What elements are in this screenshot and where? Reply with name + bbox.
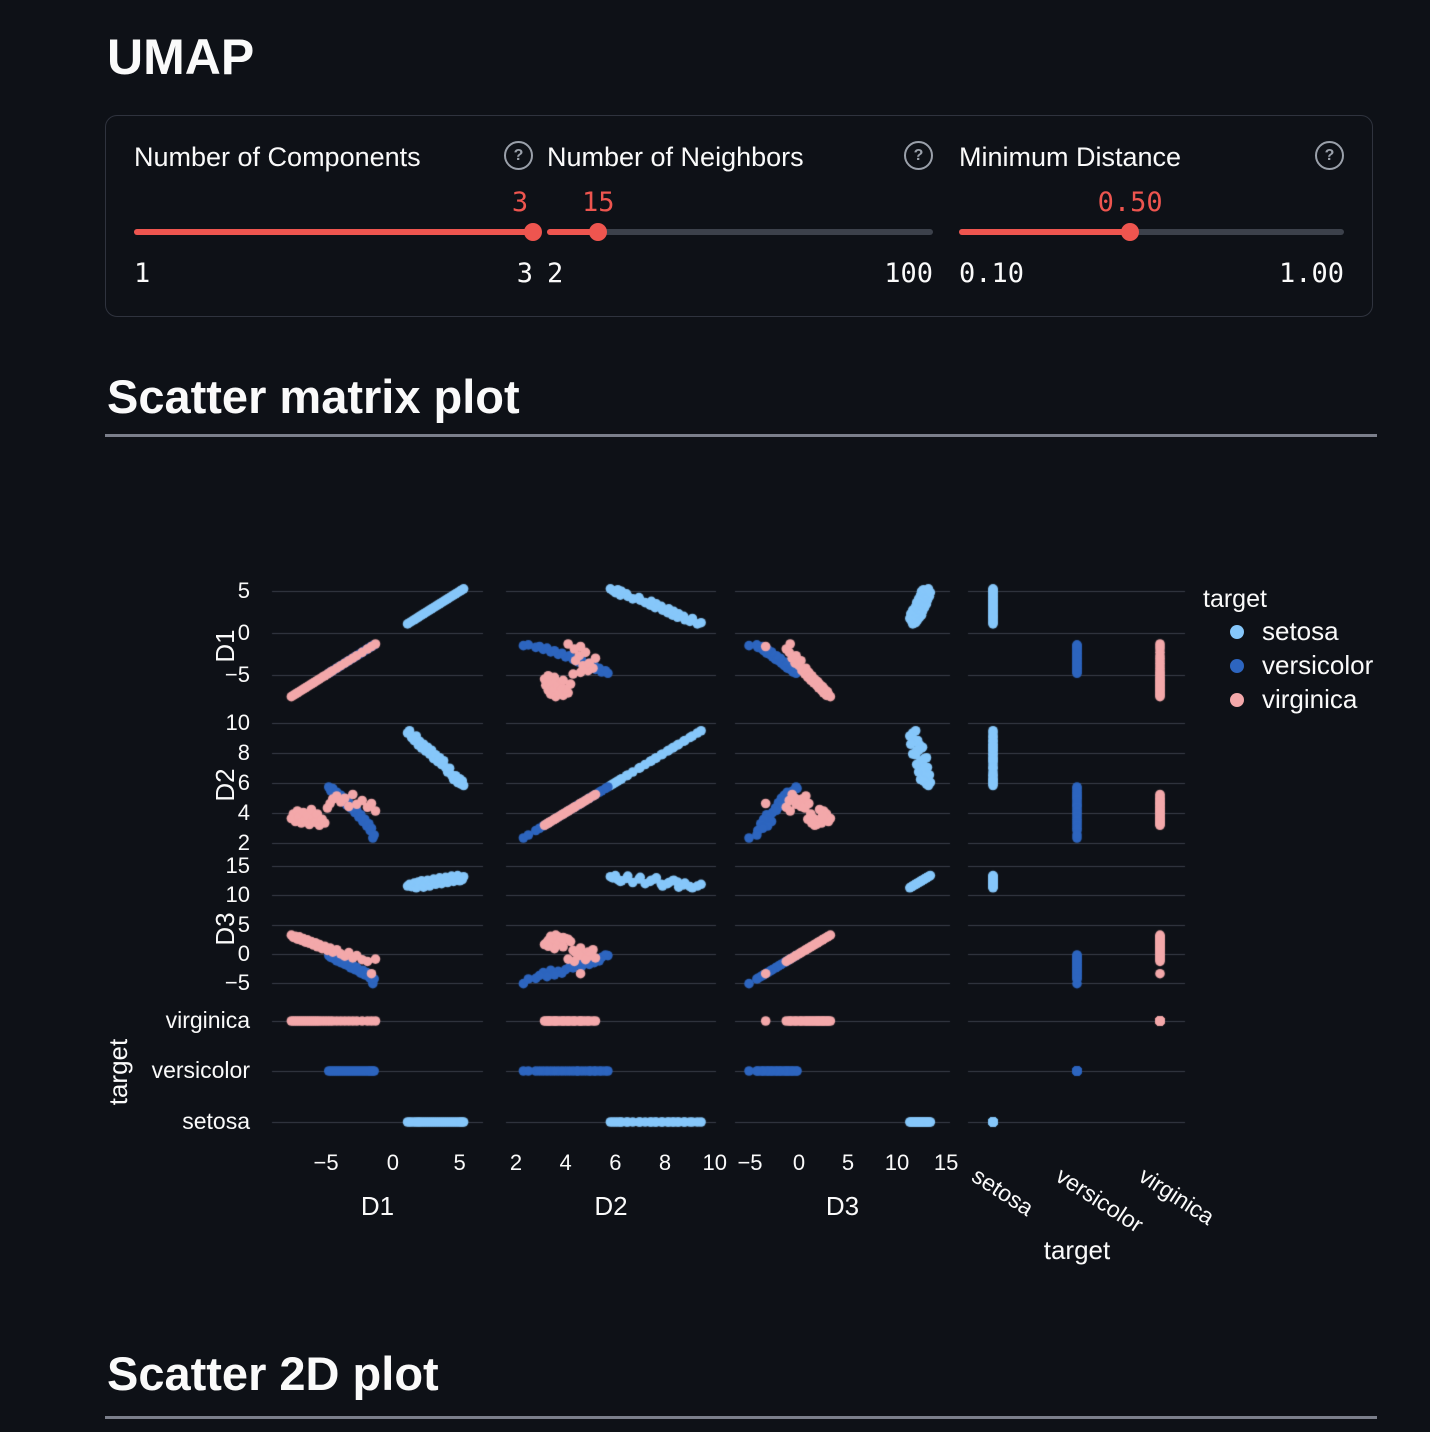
legend-item-setosa[interactable]: setosa — [1262, 616, 1339, 646]
slider-thumb[interactable] — [524, 223, 542, 241]
slider-current-value: 3 — [511, 187, 529, 218]
slider-current-value: 15 — [581, 187, 615, 218]
divider — [105, 434, 1377, 437]
slider-min-label: 1 — [134, 258, 151, 289]
slider-number-of-components: Number of Components ? 3 1 3 — [134, 116, 542, 318]
legend-item-versicolor[interactable]: versicolor — [1262, 650, 1374, 680]
slider-label: Number of Components — [134, 142, 421, 172]
slider-track[interactable] — [959, 223, 1344, 241]
slider-min-label: 2 — [547, 258, 564, 289]
help-icon[interactable]: ? — [904, 141, 933, 170]
slider-min-label: 0.10 — [959, 258, 1025, 289]
slider-max-label: 3 — [516, 258, 533, 289]
legend-marker-versicolor[interactable] — [1230, 659, 1244, 673]
slider-thumb[interactable] — [589, 223, 608, 241]
slider-track[interactable] — [134, 223, 542, 241]
section-heading-scatter-matrix: Scatter matrix plot — [107, 370, 520, 423]
scatter-matrix-plot[interactable] — [0, 540, 1430, 1300]
help-icon[interactable]: ? — [504, 141, 533, 170]
help-icon[interactable]: ? — [1315, 141, 1344, 170]
slider-max-label: 1.00 — [1278, 258, 1344, 289]
legend-marker-virginica[interactable] — [1230, 693, 1244, 707]
slider-fill — [959, 229, 1131, 235]
slider-thumb[interactable] — [1121, 223, 1140, 241]
slider-fill — [547, 229, 599, 235]
section-heading-scatter-2d: Scatter 2D plot — [107, 1347, 439, 1400]
legend-item-virginica[interactable]: virginica — [1262, 684, 1358, 714]
slider-label: Minimum Distance — [959, 142, 1182, 172]
divider — [105, 1416, 1377, 1419]
legend-marker-setosa[interactable] — [1230, 625, 1244, 639]
page-title: UMAP — [107, 29, 255, 85]
slider-fill — [134, 229, 533, 235]
slider-number-of-neighbors: Number of Neighbors ? 15 2 100 — [547, 116, 933, 318]
slider-track[interactable] — [547, 223, 933, 241]
slider-current-value: 0.50 — [1097, 187, 1163, 218]
slider-label: Number of Neighbors — [547, 142, 804, 172]
slider-minimum-distance: Minimum Distance ? 0.50 0.10 1.00 — [959, 116, 1344, 318]
umap-controls-panel: Number of Components ? 3 1 3 Number of N… — [105, 115, 1373, 317]
slider-max-label: 100 — [884, 258, 933, 289]
